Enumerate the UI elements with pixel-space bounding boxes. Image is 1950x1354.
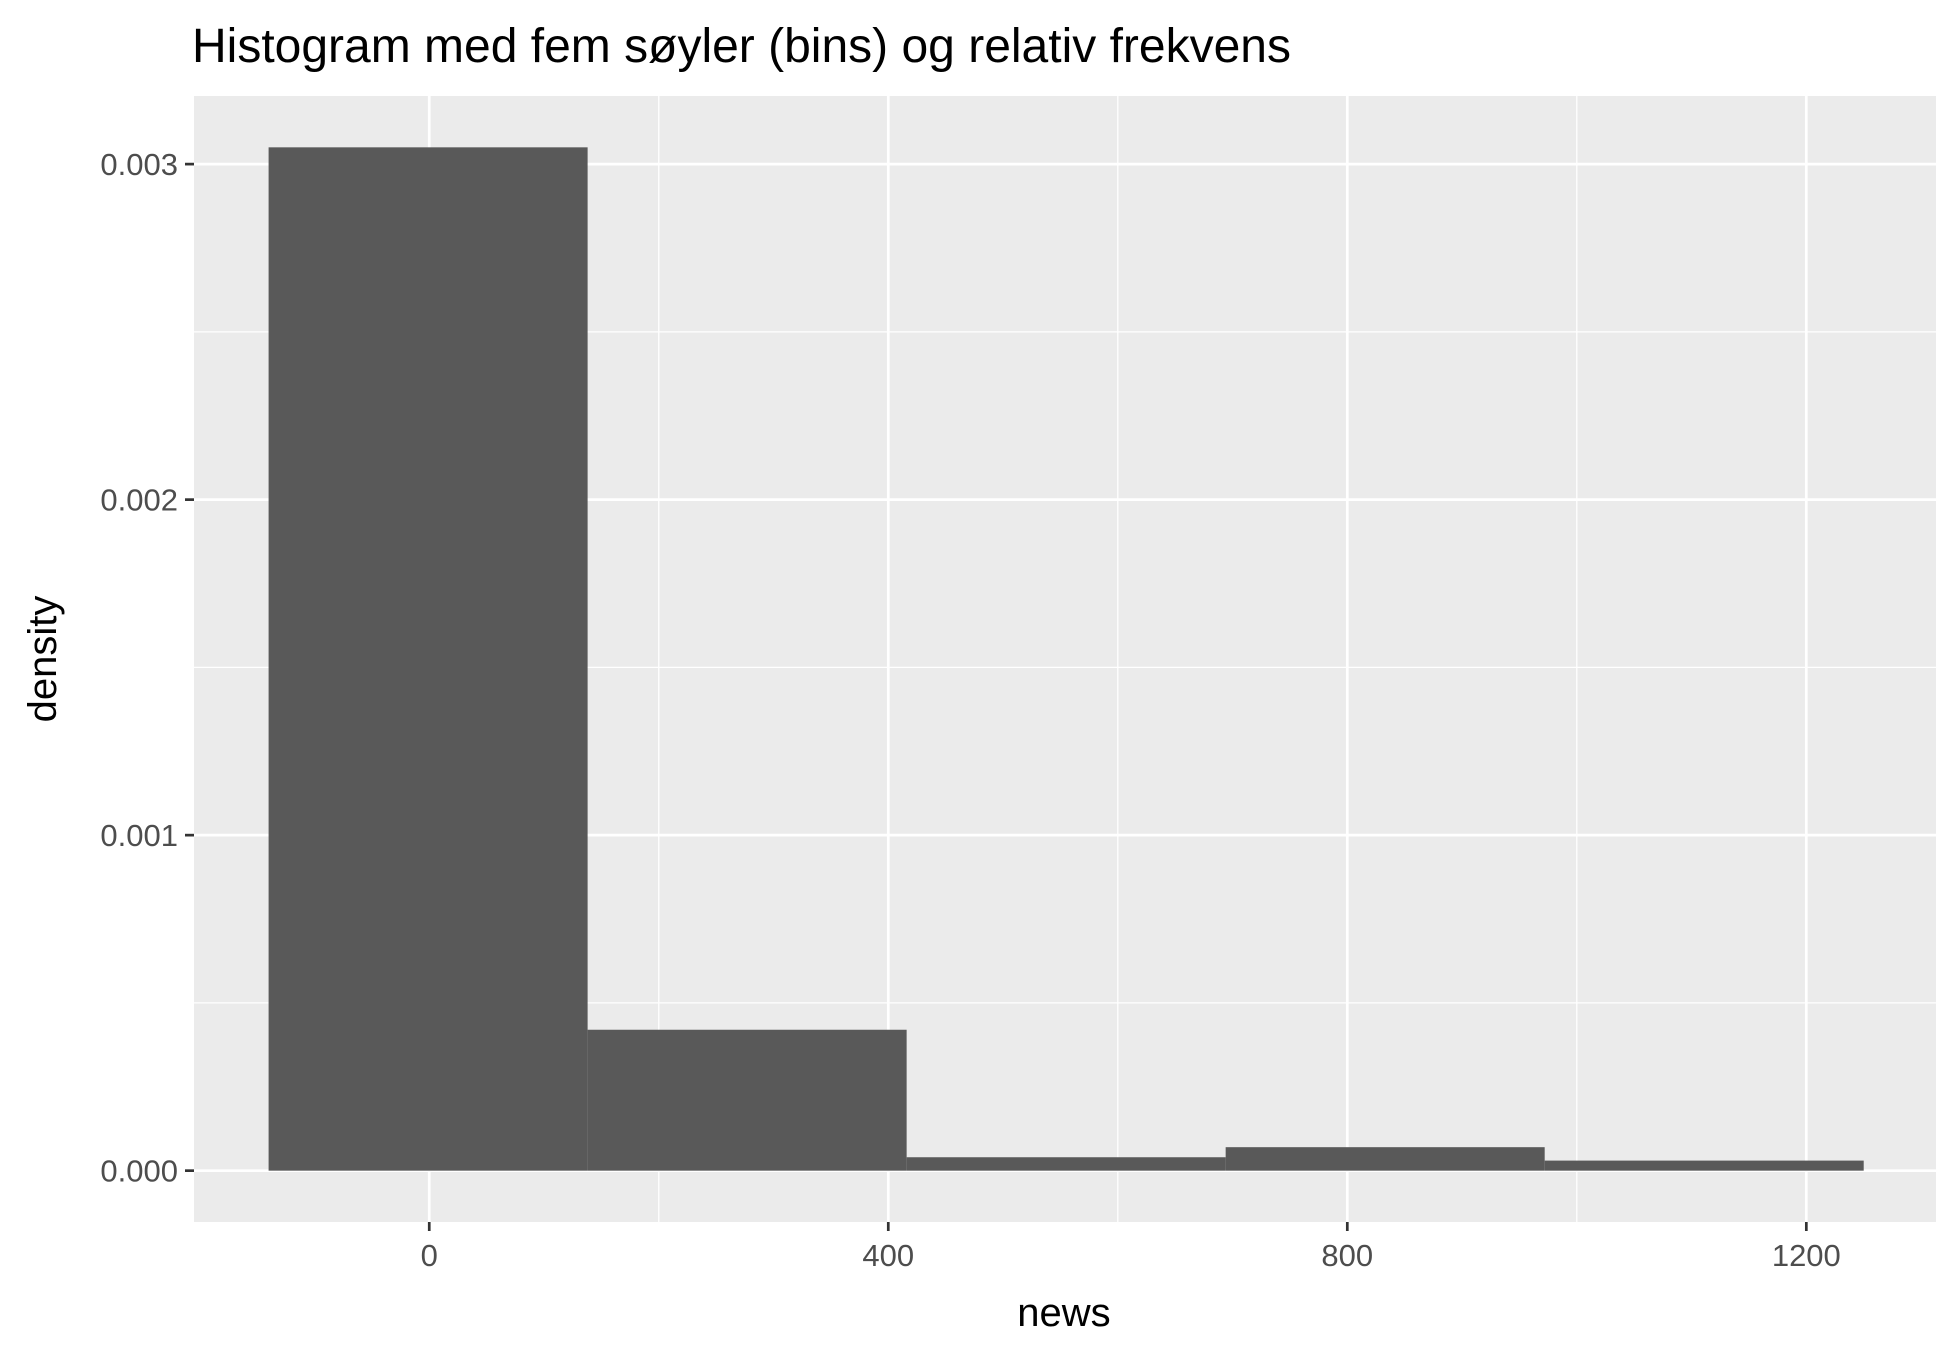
- histogram-bar-5: [1544, 1160, 1864, 1171]
- x-tick-label: 800: [1321, 1238, 1373, 1273]
- x-tick-label: 1200: [1772, 1238, 1841, 1273]
- y-tick-label: 0.000: [100, 1154, 178, 1189]
- chart-title: Histogram med fem søyler (bins) og relat…: [192, 20, 1291, 73]
- x-axis-title: news: [1017, 1291, 1110, 1335]
- y-tick-label: 0.001: [100, 818, 178, 853]
- x-tick-label: 0: [421, 1238, 438, 1273]
- histogram-bars: [268, 147, 1864, 1171]
- x-tick-label: 400: [862, 1238, 914, 1273]
- x-axis: 0 400 800 1200: [421, 1222, 1841, 1273]
- y-tick-label: 0.002: [100, 483, 178, 518]
- histogram-bar-4: [1225, 1147, 1545, 1171]
- y-tick-label: 0.003: [100, 147, 178, 182]
- y-axis-title: density: [21, 596, 65, 723]
- histogram-bar-1: [268, 147, 588, 1171]
- histogram-bar-3: [906, 1157, 1226, 1171]
- histogram-bar-2: [587, 1029, 907, 1171]
- y-axis: 0.000 0.001 0.002 0.003: [100, 147, 194, 1189]
